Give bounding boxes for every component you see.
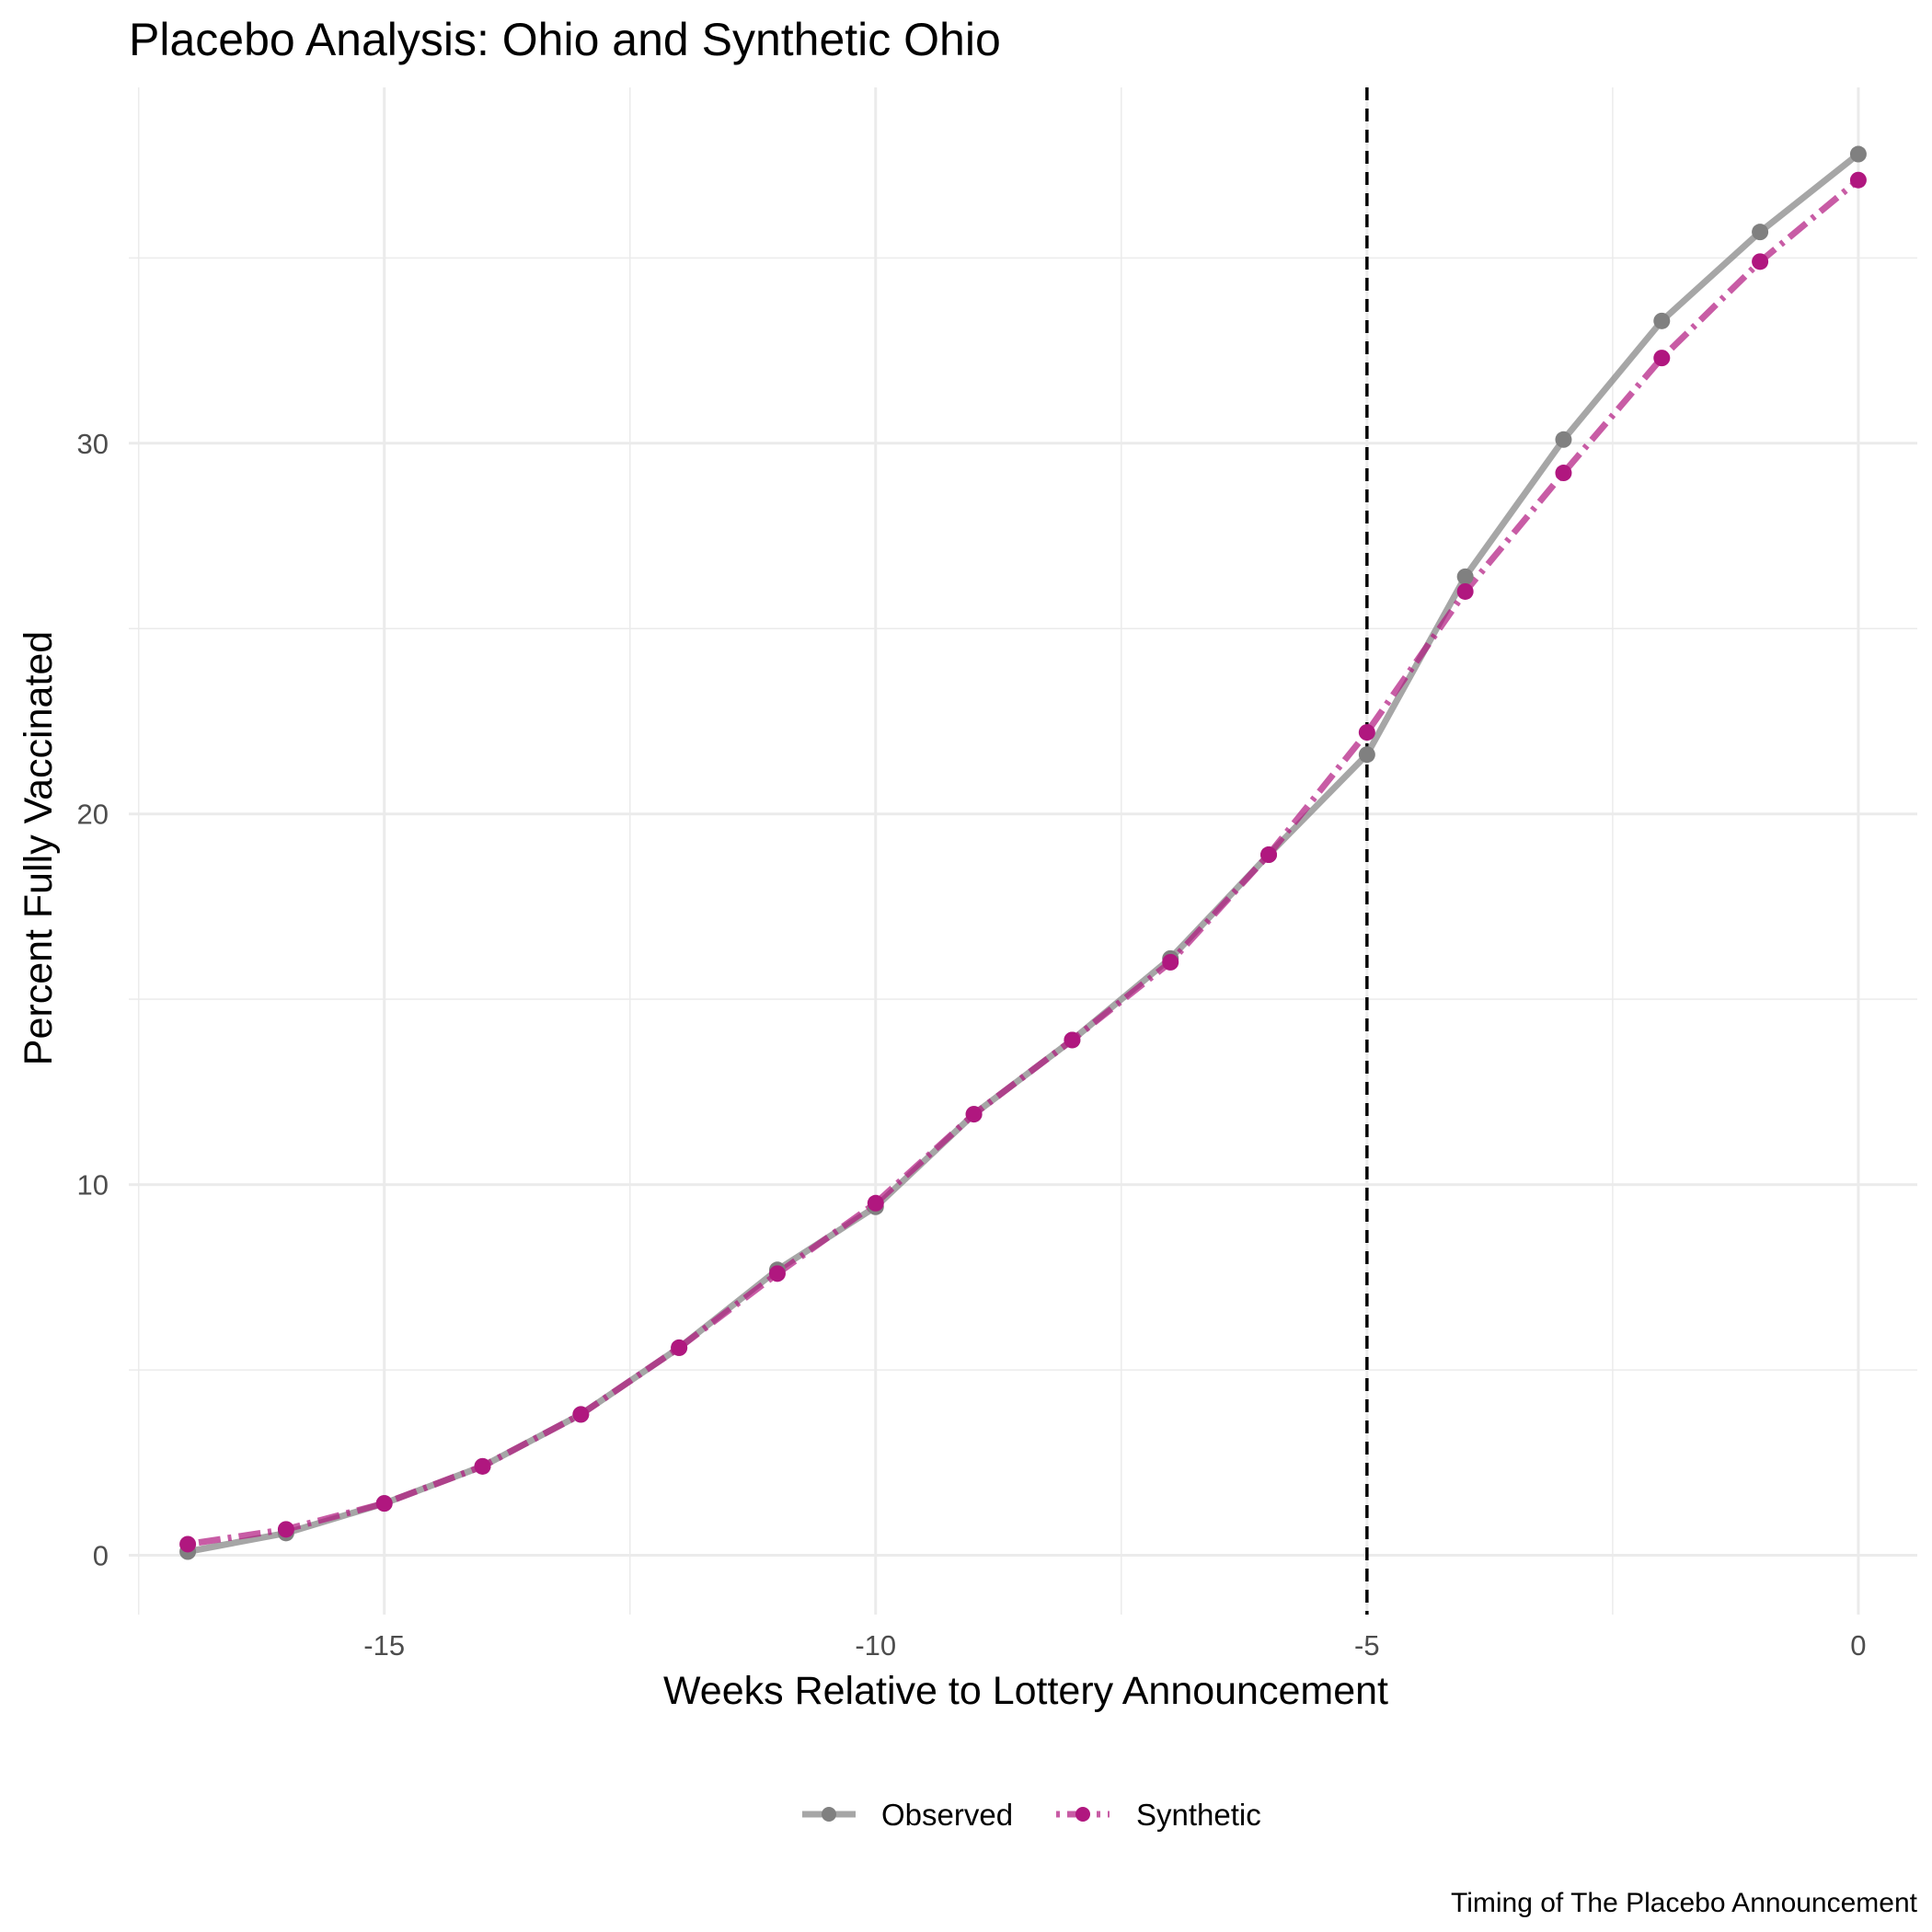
y-tick-label: 30 <box>77 428 109 460</box>
x-tick-label: -10 <box>855 1629 896 1662</box>
y-tick-label: 10 <box>77 1169 109 1202</box>
data-point-synthetic <box>1064 1031 1081 1049</box>
data-point-synthetic <box>179 1535 197 1553</box>
data-point-observed <box>1653 312 1671 329</box>
data-point-observed <box>1555 431 1572 448</box>
data-point-synthetic <box>1162 953 1179 971</box>
chart-title: Placebo Analysis: Ohio and Synthetic Ohi… <box>129 14 1001 65</box>
data-point-observed <box>1456 568 1474 585</box>
axis-tick-labels: -15 -10 -5 0 0 10 20 30 <box>77 428 1867 1662</box>
data-point-observed <box>1358 746 1375 764</box>
legend-key-synthetic-point <box>1075 1807 1090 1822</box>
series-line-observed <box>187 151 1861 1555</box>
data-point-observed <box>1849 145 1867 163</box>
data-point-synthetic <box>671 1339 688 1356</box>
data-point-synthetic <box>1358 724 1375 742</box>
legend: Observed Synthetic <box>802 1798 1261 1832</box>
plot-series <box>179 145 1867 1560</box>
x-tick-label: -15 <box>363 1629 405 1662</box>
legend-label-synthetic: Synthetic <box>1136 1798 1261 1832</box>
data-point-synthetic <box>768 1265 786 1282</box>
data-point-synthetic <box>1752 253 1769 270</box>
data-point-synthetic <box>277 1521 294 1538</box>
legend-item-synthetic: Synthetic <box>1056 1798 1261 1832</box>
data-point-synthetic <box>1456 582 1474 600</box>
legend-label-observed: Observed <box>881 1798 1013 1832</box>
y-axis-title: Percent Fully Vaccinated <box>17 631 61 1065</box>
data-point-synthetic <box>1555 465 1572 482</box>
data-point-synthetic <box>1260 846 1278 864</box>
x-tick-label: 0 <box>1850 1629 1866 1662</box>
data-point-synthetic <box>474 1457 491 1475</box>
x-tick-label: -5 <box>1354 1629 1380 1662</box>
data-point-synthetic <box>867 1194 884 1212</box>
data-point-synthetic <box>375 1495 393 1512</box>
grid-lines <box>129 87 1917 1615</box>
data-point-observed <box>1752 224 1769 241</box>
y-tick-label: 20 <box>77 799 109 831</box>
x-axis-title: Weeks Relative to Lottery Announcement <box>663 1669 1388 1713</box>
data-point-synthetic <box>572 1406 590 1423</box>
data-point-synthetic <box>1849 171 1867 189</box>
legend-key-observed-point <box>822 1807 836 1822</box>
data-point-synthetic <box>965 1106 983 1123</box>
legend-item-observed: Observed <box>802 1798 1013 1832</box>
series-line-synthetic <box>187 178 1861 1547</box>
data-point-synthetic <box>1653 350 1671 367</box>
y-tick-label: 0 <box>93 1540 109 1572</box>
caption: Timing of The Placebo Announcement <box>1451 1888 1918 1918</box>
